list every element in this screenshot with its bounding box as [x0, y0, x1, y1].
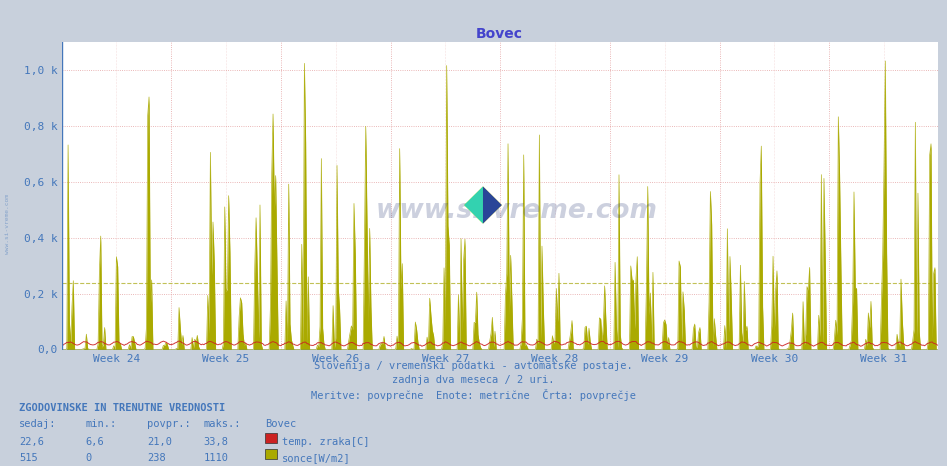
Text: www.si-vreme.com: www.si-vreme.com: [376, 198, 658, 224]
Title: Bovec: Bovec: [476, 27, 523, 41]
Text: maks.:: maks.:: [204, 419, 241, 429]
Text: ZGODOVINSKE IN TRENUTNE VREDNOSTI: ZGODOVINSKE IN TRENUTNE VREDNOSTI: [19, 403, 225, 413]
Text: 33,8: 33,8: [204, 437, 228, 447]
Polygon shape: [464, 186, 502, 224]
Text: zadnja dva meseca / 2 uri.: zadnja dva meseca / 2 uri.: [392, 375, 555, 385]
Text: 238: 238: [147, 453, 166, 463]
Text: 1110: 1110: [204, 453, 228, 463]
Polygon shape: [464, 186, 483, 224]
Text: min.:: min.:: [85, 419, 116, 429]
Text: 6,6: 6,6: [85, 437, 104, 447]
Text: Meritve: povprečne  Enote: metrične  Črta: povprečje: Meritve: povprečne Enote: metrične Črta:…: [311, 389, 636, 401]
Text: povpr.:: povpr.:: [147, 419, 190, 429]
Text: 22,6: 22,6: [19, 437, 44, 447]
Text: temp. zraka[C]: temp. zraka[C]: [282, 437, 369, 447]
Polygon shape: [483, 186, 502, 224]
Text: Bovec: Bovec: [265, 419, 296, 429]
Text: Slovenija / vremenski podatki - avtomatske postaje.: Slovenija / vremenski podatki - avtomats…: [314, 361, 633, 371]
Text: 0: 0: [85, 453, 92, 463]
Text: 21,0: 21,0: [147, 437, 171, 447]
Text: sedaj:: sedaj:: [19, 419, 57, 429]
Text: 515: 515: [19, 453, 38, 463]
Text: www.si-vreme.com: www.si-vreme.com: [5, 194, 10, 254]
Text: sonce[W/m2]: sonce[W/m2]: [282, 453, 351, 463]
